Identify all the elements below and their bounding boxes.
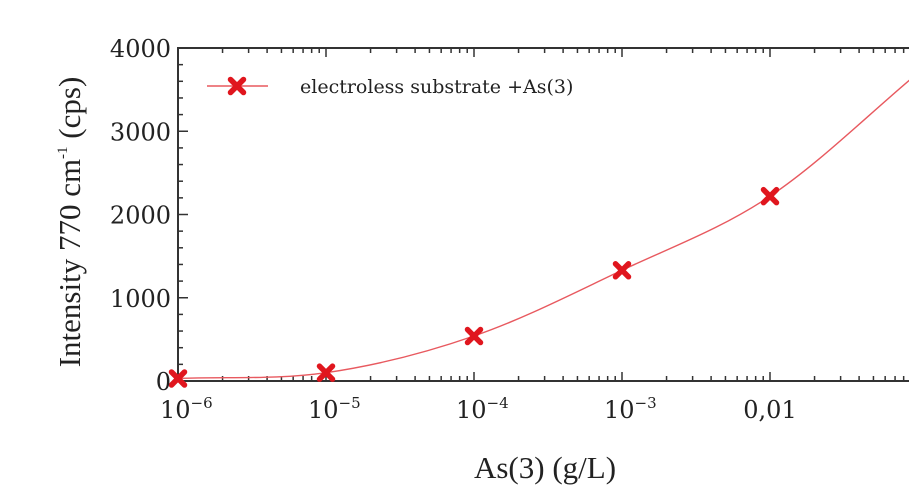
series-markers	[168, 186, 780, 388]
series-curve	[177, 79, 909, 380]
data-point	[316, 363, 336, 382]
y-axis-title-unit: (cps)	[52, 77, 87, 147]
y-axis-title-sup: -1	[55, 146, 71, 159]
data-point	[168, 369, 188, 388]
y-axis-title: Intensity 770 cm-1 (cps)	[52, 77, 87, 368]
legend: electroless substrate +As(3)	[207, 76, 573, 98]
y-tick-label: 2000	[110, 202, 171, 230]
y-tick-label: 0	[156, 368, 171, 396]
x-tick-labels: 10−610−510−410−30,010	[160, 394, 797, 424]
y-tick-label: 4000	[110, 35, 171, 63]
x-tick-label: 10−5	[308, 394, 361, 424]
data-point	[760, 186, 780, 206]
x-tick-label: 10−6	[160, 394, 213, 424]
x-tick-label: 0,01	[743, 396, 796, 424]
axis-ticks	[177, 47, 905, 382]
y-tick-labels: 0 1000 2000 3000 4000	[110, 35, 171, 396]
legend-label: electroless substrate +As(3)	[300, 76, 573, 98]
x-tick-label: 10−4	[456, 394, 509, 424]
y-tick-label: 3000	[110, 118, 171, 146]
data-point	[464, 326, 484, 346]
y-tick-label: 1000	[110, 285, 171, 313]
series-line	[177, 79, 909, 380]
legend-marker	[227, 76, 247, 96]
legend-marker-cross	[227, 76, 247, 96]
x-axis-title: As(3) (g/L)	[474, 450, 616, 485]
data-point	[612, 261, 632, 280]
x-tick-label: 10−3	[604, 394, 657, 424]
y-axis-title-main: Intensity 770 cm	[52, 159, 87, 367]
